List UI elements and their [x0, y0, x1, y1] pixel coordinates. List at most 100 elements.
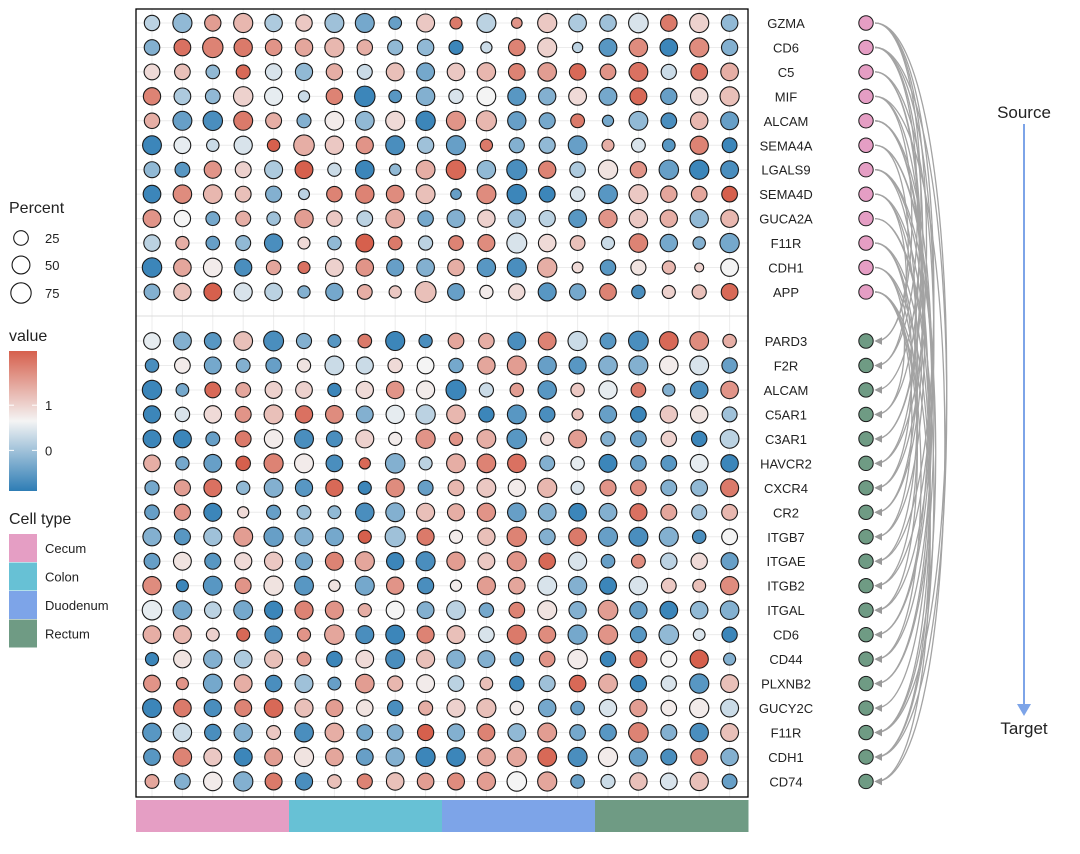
- dot-plxnb2-3: [202, 673, 223, 694]
- dot-cd44-1: [144, 652, 160, 667]
- dot-itgb7-16: [597, 526, 619, 547]
- dot-itgae-17: [630, 553, 646, 569]
- dot-havcr2-9: [384, 453, 406, 474]
- dot-itgb2-11: [449, 579, 463, 592]
- dot-f11r-6: [297, 236, 311, 250]
- dot-c5-8: [356, 63, 373, 80]
- celltype-swatch-colon: [9, 562, 37, 591]
- dot-f11r-13: [506, 232, 528, 254]
- dot-c5-7: [325, 63, 344, 81]
- dot-cd44-3: [203, 649, 223, 669]
- dot-sema4d-3: [202, 184, 223, 205]
- dot-cd6-4: [236, 627, 251, 642]
- dot-itgae-16: [600, 553, 616, 569]
- dot-gucy2c-1: [142, 698, 162, 719]
- dot-gzma-13: [510, 17, 523, 29]
- dot-cr2-20: [721, 503, 739, 521]
- dot-itgae-6: [294, 552, 314, 571]
- dot-c5-9: [385, 62, 405, 82]
- dot-itgae-13: [506, 551, 527, 572]
- dot-cd44-5: [264, 649, 284, 669]
- dot-mif-4: [232, 86, 254, 107]
- dot-guca2a-12: [477, 209, 496, 228]
- dot-sema4a-2: [173, 136, 192, 155]
- dot-cdh1-6: [293, 746, 315, 768]
- dot-lgals9-10: [415, 159, 436, 180]
- dot-cd74-3: [202, 771, 223, 792]
- target-node-cd6: [858, 626, 874, 643]
- dot-gucy2c-17: [629, 698, 648, 718]
- dot-guca2a-10: [417, 210, 434, 227]
- percent-legend-circle-75: [10, 282, 32, 304]
- dot-gzma-10: [416, 13, 436, 33]
- target-node-itgb7: [858, 529, 874, 545]
- dot-cd74-12: [476, 771, 497, 792]
- dot-lgals9-16: [597, 159, 619, 180]
- dot-gzma-1: [143, 14, 161, 32]
- dot-sema4a-9: [385, 135, 406, 156]
- dot-gucy2c-12: [476, 697, 497, 719]
- link-app-to-cd74: [874, 291, 931, 786]
- dot-sema4a-12: [479, 138, 494, 152]
- dot-cd6-20: [720, 38, 739, 57]
- dot-cd6-5: [264, 625, 283, 644]
- dot-itgb2-4: [234, 577, 252, 595]
- dot-f2r-20: [721, 357, 738, 374]
- dot-gzma-20: [720, 14, 739, 32]
- dot-cxcr4-4: [236, 480, 251, 496]
- source-node-cd6: [858, 39, 874, 56]
- dot-guca2a-9: [385, 208, 406, 229]
- dot-itgal-12: [478, 602, 495, 618]
- dot-gzma-11: [449, 16, 463, 30]
- dot-havcr2-13: [507, 453, 527, 474]
- dot-alcam-2: [172, 110, 193, 131]
- dot-guca2a-8: [356, 210, 374, 227]
- dot-cxcr4-5: [263, 477, 284, 498]
- dot-c5ar1-4: [234, 405, 252, 423]
- dot-itgb7-4: [233, 526, 254, 547]
- dot-cd74-19: [689, 771, 709, 792]
- dot-gucy2c-19: [689, 697, 710, 719]
- target-node-itgb2: [858, 578, 874, 594]
- dot-cxcr4-3: [203, 478, 223, 498]
- dot-f2r-15: [568, 356, 587, 375]
- dot-app-12: [479, 284, 494, 300]
- dot-cd6-16: [598, 38, 618, 57]
- dot-cdh1-3: [203, 747, 223, 767]
- dot-app-4: [233, 282, 253, 302]
- dot-plxnb2-20: [720, 674, 740, 694]
- dot-cd74-18: [659, 772, 678, 791]
- dot-cd74-17: [629, 772, 648, 791]
- dot-c5ar1-12: [478, 406, 495, 423]
- dot-cdh1-5: [265, 259, 282, 276]
- dot-gucy2c-16: [598, 698, 618, 718]
- dot-cdh1-13: [506, 746, 527, 768]
- dot-f2r-8: [355, 356, 374, 375]
- dot-f11r-15: [569, 235, 586, 251]
- dot-gzma-14: [537, 12, 558, 34]
- dot-f11r-17: [628, 233, 649, 253]
- target-node-cd44: [858, 651, 874, 667]
- dot-cxcr4-14: [537, 477, 558, 498]
- dot-alcam-16: [598, 380, 618, 400]
- dot-mif-8: [354, 85, 376, 108]
- dot-cd6-10: [416, 625, 435, 644]
- dot-app-11: [447, 282, 465, 301]
- dot-sema4a-1: [142, 135, 162, 156]
- dot-gucy2c-13: [509, 700, 525, 716]
- dot-havcr2-12: [476, 453, 497, 474]
- dot-itgb7-8: [357, 529, 372, 544]
- dot-c5ar1-20: [721, 406, 738, 423]
- dot-plxnb2-7: [327, 676, 342, 691]
- dot-app-7: [325, 282, 344, 302]
- dot-c5-2: [174, 63, 191, 81]
- gene-label-sema4a: SEMA4A: [760, 138, 813, 153]
- dot-c5-10: [416, 62, 436, 82]
- dot-havcr2-18: [660, 454, 678, 472]
- dot-c3ar1-20: [719, 428, 740, 449]
- dot-c3ar1-8: [355, 429, 375, 449]
- dot-cdh1-14: [537, 747, 558, 767]
- dot-gucy2c-2: [173, 698, 192, 718]
- dot-gucy2c-7: [325, 698, 344, 718]
- percent-legend-label-75: 75: [45, 286, 59, 301]
